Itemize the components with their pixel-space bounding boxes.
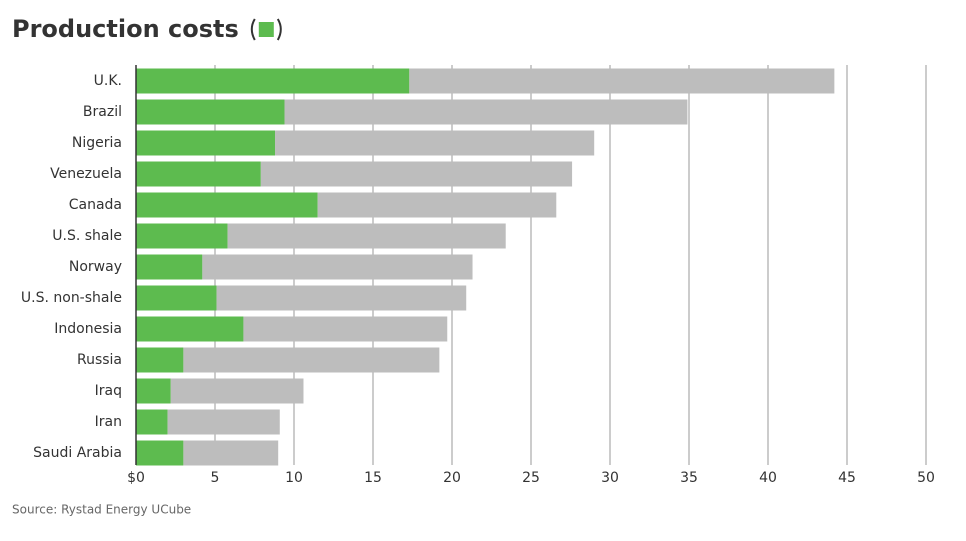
bar-segment: [227, 223, 506, 249]
bar-segment: [167, 409, 280, 435]
x-tick-label: 5: [211, 470, 220, 486]
x-tick-label: 30: [601, 470, 619, 486]
bar-segment: [136, 223, 228, 249]
x-tick-label: 45: [838, 470, 856, 486]
bar-segment: [136, 99, 285, 125]
x-tick-label: 50: [917, 470, 935, 486]
y-tick-label: Indonesia: [54, 321, 122, 337]
bar-segment: [284, 99, 688, 125]
bar-segment: [136, 161, 261, 187]
y-tick-label: Iraq: [95, 383, 122, 399]
bar-segment: [136, 378, 171, 404]
bar-segment: [136, 192, 318, 218]
bar-segment: [136, 440, 184, 466]
paren: [276, 18, 282, 41]
legend-title: Production costs: [12, 15, 239, 43]
bar-segment: [183, 347, 440, 373]
paren: [250, 18, 256, 41]
y-tick-label: U.S. shale: [52, 228, 122, 244]
x-tick-label: 40: [759, 470, 777, 486]
bar-segment: [243, 316, 448, 342]
bar-segment: [136, 409, 168, 435]
x-tick-label: 25: [522, 470, 540, 486]
y-tick-label: U.K.: [94, 73, 122, 89]
x-tick-label: 20: [443, 470, 461, 486]
x-tick-label: $0: [127, 470, 145, 486]
y-tick-label: Russia: [77, 352, 122, 368]
bar-segment: [136, 68, 410, 94]
bar-segment: [260, 161, 573, 187]
bar-segment: [216, 285, 467, 311]
bar-segment: [317, 192, 557, 218]
y-tick-label: Norway: [69, 259, 122, 275]
bar-segment: [275, 130, 595, 156]
bar-segment: [183, 440, 279, 466]
y-tick-label: Saudi Arabia: [33, 445, 122, 461]
y-tick-label: Canada: [69, 197, 122, 213]
bar-segment: [136, 347, 184, 373]
bar-segment: [136, 130, 276, 156]
y-tick-label: U.S. non-shale: [21, 290, 122, 306]
bar-segment: [136, 285, 217, 311]
legend-swatch: [258, 22, 274, 37]
bar-segment: [136, 316, 244, 342]
y-tick-label: Nigeria: [72, 135, 122, 151]
y-tick-label: Brazil: [83, 104, 122, 120]
y-tick-label: Venezuela: [50, 166, 122, 182]
x-tick-label: 15: [364, 470, 382, 486]
x-tick-label: 35: [680, 470, 698, 486]
bar-segment: [409, 68, 835, 94]
bar-segment: [170, 378, 304, 404]
bar-segment: [136, 254, 203, 280]
y-tick-label: Iran: [95, 414, 122, 430]
x-tick-label: 10: [285, 470, 303, 486]
source: Source: Rystad Energy UCube: [12, 503, 191, 517]
bar-segment: [202, 254, 473, 280]
